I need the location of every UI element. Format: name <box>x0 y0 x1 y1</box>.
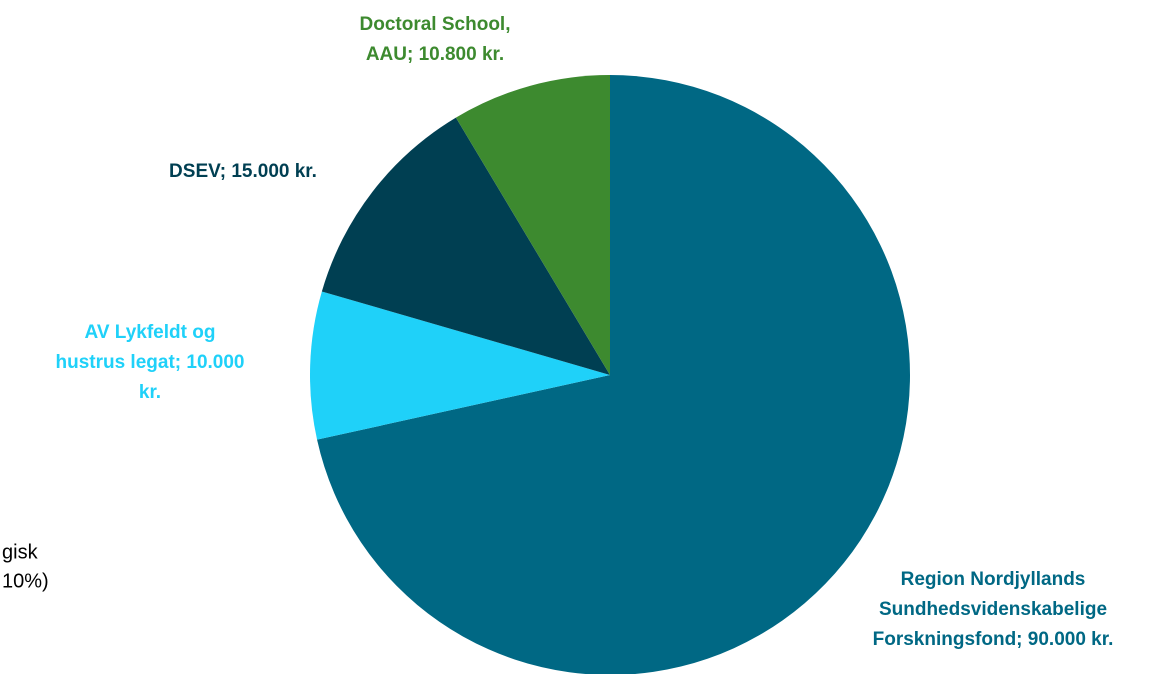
annotation: gisk <box>2 541 39 563</box>
slice-label: Sundhedsvidenskabelige <box>879 599 1107 620</box>
pie-slice <box>310 291 610 440</box>
slice-label: hustrus legat; 10.000 <box>55 352 244 373</box>
pie-slice <box>317 75 910 674</box>
slice-label: Forskningsfond; 90.000 kr. <box>873 629 1114 650</box>
pie-slice <box>321 117 610 375</box>
slice-label: Region Nordjyllands <box>901 569 1086 590</box>
slice-label: AAU; 10.800 kr. <box>366 44 504 65</box>
annotation: 10%) <box>2 570 49 592</box>
slice-label: Doctoral School, <box>360 14 511 35</box>
slice-label: kr. <box>139 382 161 403</box>
pie-slice <box>455 75 610 375</box>
slice-label: DSEV; 15.000 kr. <box>169 161 317 182</box>
slice-label: AV Lykfeldt og <box>85 322 216 343</box>
